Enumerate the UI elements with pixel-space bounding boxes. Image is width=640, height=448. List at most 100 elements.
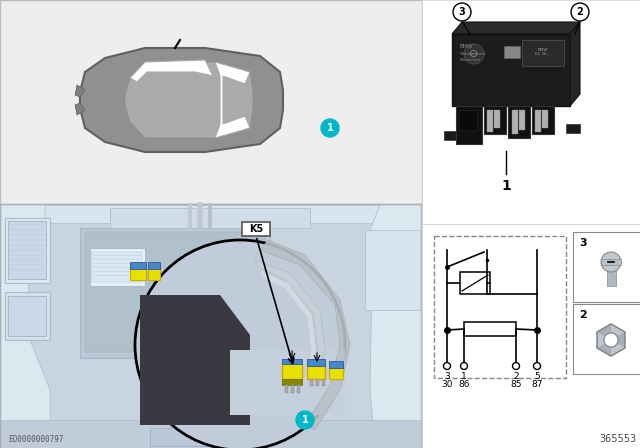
- Polygon shape: [140, 295, 250, 425]
- Bar: [150, 428, 270, 446]
- Circle shape: [296, 411, 314, 429]
- Bar: [310, 379, 313, 386]
- Bar: [291, 385, 294, 393]
- Polygon shape: [130, 60, 213, 82]
- Bar: [297, 385, 300, 393]
- Text: 365553: 365553: [599, 434, 636, 444]
- Bar: [484, 106, 506, 134]
- Polygon shape: [255, 260, 325, 385]
- Polygon shape: [75, 103, 85, 115]
- Text: 30: 30: [441, 380, 452, 389]
- Bar: [148, 268, 160, 280]
- Bar: [8, 296, 46, 336]
- Bar: [329, 367, 343, 379]
- Text: 3: 3: [444, 372, 450, 381]
- Text: 2: 2: [579, 310, 587, 320]
- Bar: [1, 205, 421, 223]
- Circle shape: [321, 119, 339, 137]
- Bar: [0, 204, 422, 448]
- Bar: [444, 131, 458, 140]
- Circle shape: [571, 3, 589, 21]
- Text: 3: 3: [579, 238, 587, 248]
- Circle shape: [135, 240, 345, 448]
- Circle shape: [601, 252, 621, 272]
- Circle shape: [453, 3, 471, 21]
- Bar: [607, 264, 616, 286]
- Bar: [242, 222, 270, 236]
- Bar: [5, 218, 50, 283]
- Text: EO0000000797: EO0000000797: [8, 435, 63, 444]
- Bar: [434, 236, 566, 378]
- Text: ⊙: ⊙: [469, 49, 479, 59]
- Circle shape: [604, 333, 618, 347]
- Text: BMW
61 36-...: BMW 61 36-...: [534, 47, 552, 56]
- Bar: [522, 40, 564, 66]
- Polygon shape: [570, 22, 580, 106]
- Text: BMW: BMW: [460, 44, 474, 49]
- Bar: [85, 232, 265, 352]
- Bar: [130, 268, 146, 280]
- Bar: [230, 350, 345, 415]
- Text: 1: 1: [326, 123, 333, 133]
- Polygon shape: [260, 270, 316, 380]
- Bar: [92, 252, 142, 282]
- Text: K5: K5: [249, 224, 263, 234]
- Circle shape: [534, 362, 541, 370]
- Text: 2: 2: [513, 372, 519, 381]
- Polygon shape: [597, 340, 611, 356]
- Bar: [456, 106, 482, 144]
- Bar: [601, 259, 621, 265]
- Polygon shape: [611, 340, 625, 356]
- Bar: [307, 359, 325, 366]
- Polygon shape: [611, 324, 625, 340]
- Polygon shape: [215, 62, 250, 138]
- Text: 1: 1: [501, 179, 511, 193]
- Circle shape: [444, 362, 451, 370]
- Bar: [282, 379, 302, 385]
- Text: 3: 3: [459, 7, 465, 17]
- Text: 87: 87: [531, 380, 543, 389]
- Polygon shape: [611, 332, 625, 348]
- Polygon shape: [597, 324, 625, 356]
- Bar: [282, 363, 302, 379]
- Polygon shape: [370, 205, 421, 446]
- Bar: [307, 365, 325, 379]
- Bar: [316, 379, 319, 386]
- Bar: [0, 0, 422, 204]
- Text: 1: 1: [301, 415, 308, 425]
- Polygon shape: [452, 22, 580, 34]
- Bar: [282, 359, 302, 364]
- Bar: [329, 361, 343, 368]
- Circle shape: [464, 44, 484, 64]
- Polygon shape: [597, 332, 611, 348]
- Bar: [148, 262, 160, 269]
- Bar: [519, 110, 525, 130]
- Bar: [1, 420, 421, 448]
- Bar: [130, 262, 146, 269]
- Circle shape: [137, 242, 343, 448]
- Polygon shape: [75, 85, 85, 97]
- Bar: [460, 272, 490, 294]
- Text: Muenchen: Muenchen: [460, 58, 481, 62]
- Bar: [487, 110, 493, 132]
- Bar: [110, 208, 310, 228]
- Circle shape: [513, 362, 520, 370]
- Bar: [512, 110, 518, 134]
- Polygon shape: [1, 205, 50, 446]
- Text: 1: 1: [461, 372, 467, 381]
- Bar: [566, 124, 580, 133]
- Text: 2: 2: [577, 7, 584, 17]
- Bar: [535, 110, 541, 132]
- Circle shape: [461, 362, 467, 370]
- Text: Motorenwerk: Motorenwerk: [460, 52, 487, 56]
- Bar: [285, 385, 288, 393]
- Bar: [322, 379, 325, 386]
- Polygon shape: [80, 48, 283, 152]
- Bar: [532, 106, 554, 134]
- Bar: [5, 292, 50, 340]
- Bar: [573, 304, 640, 374]
- Bar: [80, 228, 270, 358]
- Polygon shape: [597, 324, 611, 340]
- Bar: [459, 110, 477, 130]
- Bar: [422, 224, 640, 448]
